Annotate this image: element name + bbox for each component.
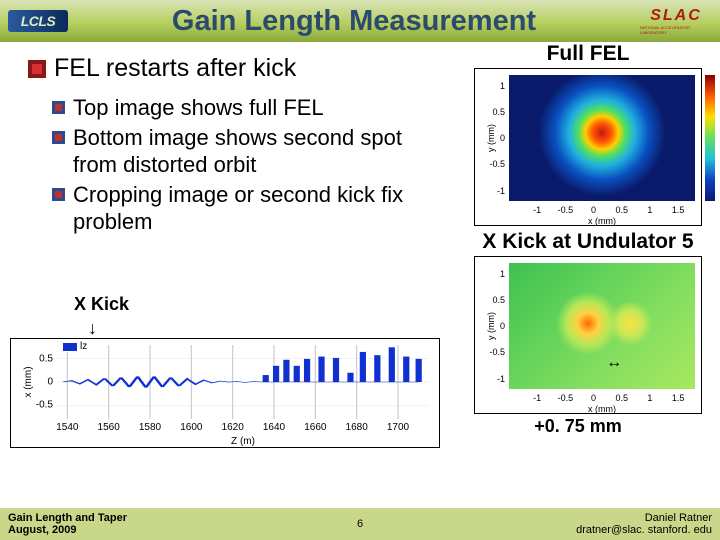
fig-kick-title: X Kick at Undulator 5 xyxy=(464,230,712,254)
xkick-label: X Kick xyxy=(74,294,129,315)
slac-logo-sub: NATIONAL ACCELERATOR LABORATORY xyxy=(640,25,712,35)
slac-logo-text: SLAC xyxy=(650,7,702,25)
trajectory-y-axis: -0.500.5x (mm) xyxy=(11,345,57,419)
footer-date: August, 2009 xyxy=(8,524,127,536)
fig-full-colorbar xyxy=(705,75,715,201)
sub-bullet-text: Cropping image or second kick fix proble… xyxy=(73,181,432,236)
sub-bullet-text: Top image shows full FEL xyxy=(73,94,324,122)
heading-text: FEL restarts after kick xyxy=(54,54,296,83)
sub-bullet-icon xyxy=(52,101,65,114)
xkick-arrow-icon: ↓ xyxy=(88,318,97,339)
slide-body: FEL restarts after kick Top image shows … xyxy=(0,42,720,508)
main-heading: FEL restarts after kick xyxy=(28,54,296,83)
slide-title: Gain Length Measurement xyxy=(68,5,640,38)
footer-right: Daniel Ratner dratner@slac. stanford. ed… xyxy=(576,512,720,536)
legend-label: lz xyxy=(80,341,87,352)
sub-bullet-item: Top image shows full FEL xyxy=(52,94,432,122)
slide-header: LCLS Gain Length Measurement SLAC NATION… xyxy=(0,0,720,42)
offset-label: +0. 75 mm xyxy=(464,416,692,437)
sub-bullet-item: Cropping image or second kick fix proble… xyxy=(52,181,432,236)
footer-left: Gain Length and Taper August, 2009 xyxy=(0,512,127,536)
trajectory-plot-area xyxy=(57,345,429,419)
lcls-logo: LCLS xyxy=(8,10,68,32)
trajectory-legend: lz xyxy=(61,341,89,352)
legend-swatch xyxy=(63,343,77,351)
figure-column: Full FEL -1-0.500.511.5x (mm) -1-0.500.5… xyxy=(464,42,712,414)
fig-kick-x-axis: -1-0.500.511.5x (mm) xyxy=(509,389,695,413)
trajectory-svg xyxy=(57,345,429,419)
heading-bullet-icon xyxy=(28,60,46,78)
slac-logo: SLAC NATIONAL ACCELERATOR LABORATORY xyxy=(640,7,712,35)
footer-author: Daniel Ratner xyxy=(576,512,712,524)
trajectory-x-axis: 154015601580160016201640166016801700Z (m… xyxy=(57,419,429,447)
fig-full-x-axis: -1-0.500.511.5x (mm) xyxy=(509,201,695,225)
sub-bullet-icon xyxy=(52,188,65,201)
trajectory-chart: lz 154015601580160016201640166016801700Z… xyxy=(10,338,440,448)
fig-kick-plot xyxy=(509,263,695,389)
sub-bullet-item: Bottom image shows second spot from dist… xyxy=(52,124,432,179)
footer-email: dratner@slac. stanford. edu xyxy=(576,524,712,536)
fig-xkick: -1-0.500.511.5x (mm) -1-0.500.51y (mm) ↔ xyxy=(474,256,702,414)
footer-title: Gain Length and Taper xyxy=(8,512,127,524)
page-number: 6 xyxy=(357,518,363,530)
sub-bullet-text: Bottom image shows second spot from dist… xyxy=(73,124,432,179)
offset-arrow-icon: ↔ xyxy=(606,354,622,372)
fig-kick-y-axis: -1-0.500.51y (mm) xyxy=(475,263,509,389)
sub-bullet-icon xyxy=(52,131,65,144)
sub-bullet-list: Top image shows full FELBottom image sho… xyxy=(52,94,432,238)
fig-full-y-axis: -1-0.500.51y (mm) xyxy=(475,75,509,201)
fig-full-fel: -1-0.500.511.5x (mm) -1-0.500.51y (mm) xyxy=(474,68,702,226)
fig-full-title: Full FEL xyxy=(464,42,712,66)
fig-full-plot xyxy=(509,75,695,201)
lcls-logo-text: LCLS xyxy=(21,13,56,29)
slide-footer: Gain Length and Taper August, 2009 6 Dan… xyxy=(0,508,720,540)
